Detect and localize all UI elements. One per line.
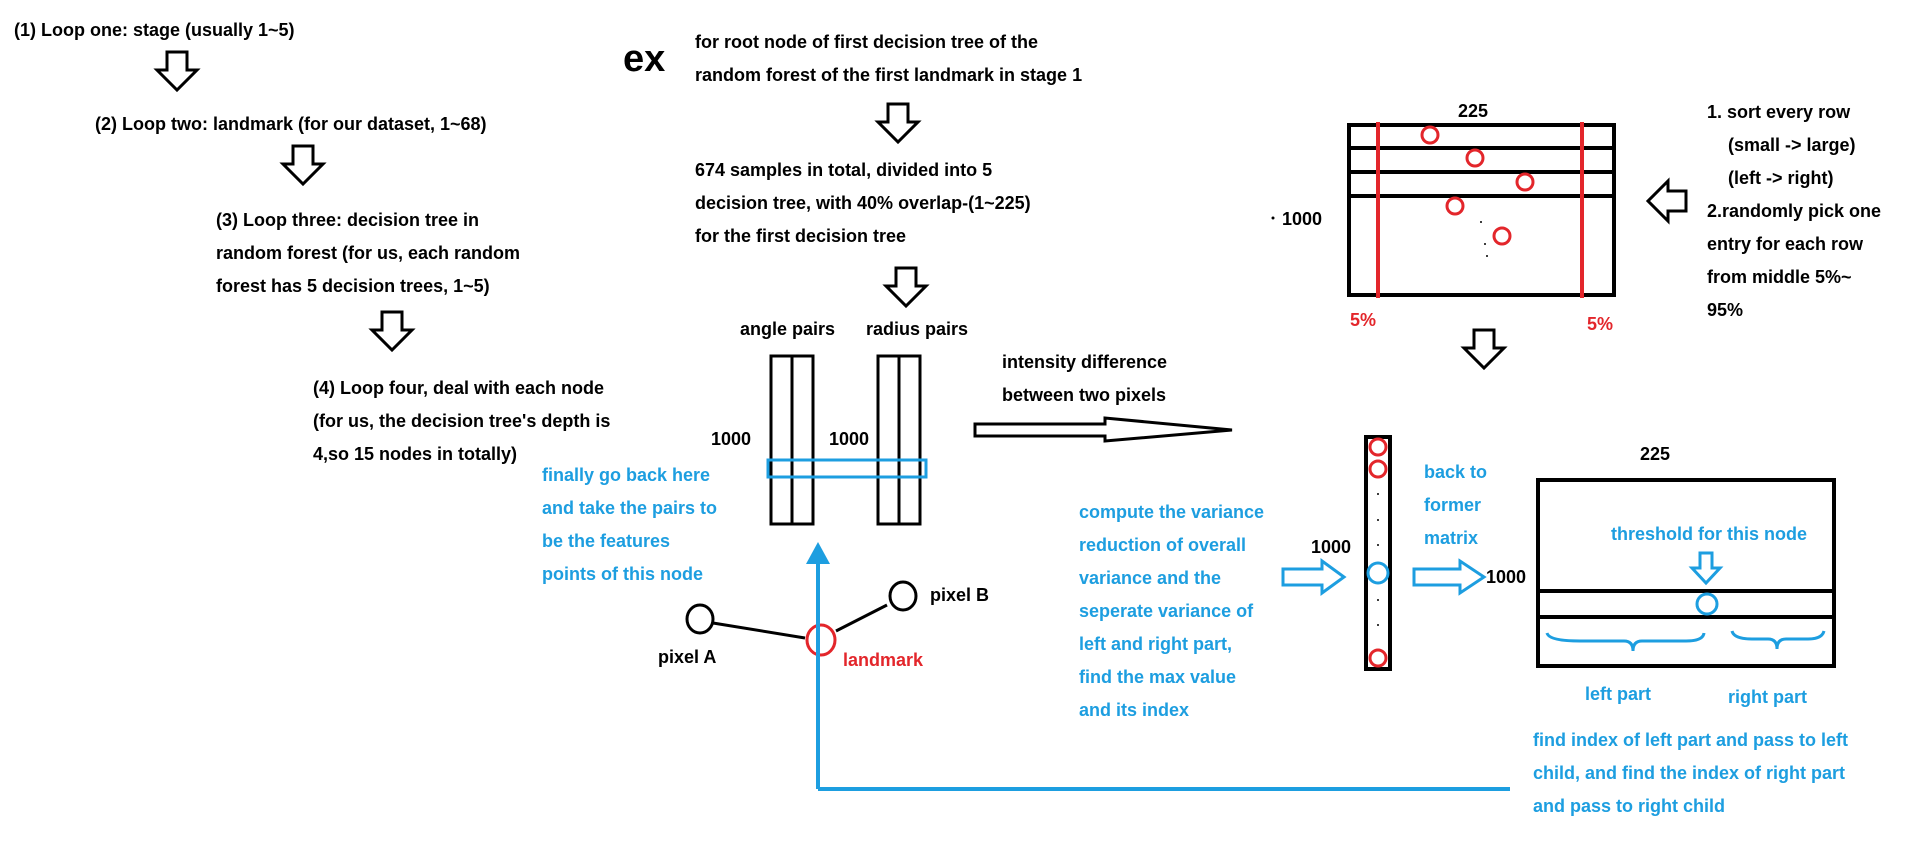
example-label: ex xyxy=(623,38,665,80)
sort-line-3: (left -> right) xyxy=(1728,168,1834,188)
picked-entry-marker xyxy=(1445,196,1465,216)
pixel-a-label: pixel A xyxy=(658,647,716,667)
variance-line-7: and its index xyxy=(1079,700,1189,720)
right-5pct-label: 5% xyxy=(1587,314,1613,334)
picked-entry-marker xyxy=(1515,172,1535,192)
down-arrow-icon xyxy=(368,310,416,353)
sort-line-2: (small -> large) xyxy=(1728,135,1856,155)
samples-line-2: decision tree, with 40% overlap-(1~225) xyxy=(695,193,1031,213)
find-line-1: find index of left part and pass to left xyxy=(1533,730,1848,750)
down-arrow-icon xyxy=(1460,328,1508,371)
sorted-matrix xyxy=(1347,123,1616,297)
down-arrow-icon xyxy=(279,144,327,187)
variance-line-6: find the max value xyxy=(1079,667,1236,687)
radius-rows-label: 1000 xyxy=(829,429,869,449)
intensity-line-2: between two pixels xyxy=(1002,385,1166,405)
loop-four-line-2: (for us, the decision tree's depth is xyxy=(313,411,610,431)
max-index-marker xyxy=(1366,561,1390,585)
pixel-b-marker xyxy=(888,580,918,612)
right-part-brace xyxy=(1730,630,1826,650)
picked-entry-marker xyxy=(1492,226,1512,246)
column-entry-marker xyxy=(1368,437,1388,457)
landmark-marker xyxy=(805,623,837,657)
left-part-brace xyxy=(1545,632,1706,652)
finally-line-3: be the features xyxy=(542,531,670,551)
sort-line-7: 95% xyxy=(1707,300,1743,320)
pixel-a-marker xyxy=(685,603,715,635)
back-line-2: former xyxy=(1424,495,1481,515)
finally-line-4: points of this node xyxy=(542,564,703,584)
samples-line-1: 674 samples in total, divided into 5 xyxy=(695,160,992,180)
variance-line-3: variance and the xyxy=(1079,568,1221,588)
top-matrix-cols-label: 225 xyxy=(1458,101,1488,121)
variance-line-4: seperate variance of xyxy=(1079,601,1254,621)
down-arrow-icon xyxy=(882,266,930,309)
back-line-1: back to xyxy=(1424,462,1487,482)
loop-four-line-1: (4) Loop four, deal with each node xyxy=(313,378,604,398)
split-matrix xyxy=(1536,478,1836,668)
left-part-label: left part xyxy=(1585,684,1651,704)
variance-line-1: compute the variance xyxy=(1079,502,1264,522)
down-arrow-icon xyxy=(1688,551,1724,586)
finally-line-2: and take the pairs to xyxy=(542,498,717,518)
picked-entry-marker xyxy=(1465,148,1485,168)
threshold-label: threshold for this node xyxy=(1611,524,1807,544)
sort-line-5: entry for each row xyxy=(1707,234,1864,254)
loop-four-line-3: 4,so 15 nodes in totally) xyxy=(313,444,517,464)
sort-line-6: from middle 5%~ xyxy=(1707,267,1852,287)
root-node-line-2: random forest of the first landmark in s… xyxy=(695,65,1082,85)
loop-one-text: (1) Loop one: stage (usually 1~5) xyxy=(14,20,295,40)
loop-three-line-1: (3) Loop three: decision tree in xyxy=(216,210,479,230)
sort-line-4: 2.randomly pick one xyxy=(1707,201,1881,221)
radius-pairs-label: radius pairs xyxy=(866,319,968,339)
bottom-matrix-cols-label: 225 xyxy=(1640,444,1670,464)
threshold-marker xyxy=(1695,592,1719,616)
loop-three-line-2: random forest (for us, each random xyxy=(216,243,520,263)
top-matrix-rows-label: 1000 xyxy=(1282,209,1322,229)
loop-three-line-3: forest has 5 decision trees, 1~5) xyxy=(216,276,490,296)
column-rows-label: 1000 xyxy=(1311,537,1351,557)
angle-rows-label: 1000 xyxy=(711,429,751,449)
variance-line-5: left and right part, xyxy=(1079,634,1232,654)
sort-line-1: 1. sort every row xyxy=(1707,102,1851,122)
samples-line-3: for the first decision tree xyxy=(695,226,906,246)
column-entry-marker xyxy=(1368,648,1388,668)
right-arrow-icon xyxy=(1281,558,1347,596)
variance-line-2: reduction of overall xyxy=(1079,535,1246,555)
down-arrow-icon xyxy=(153,50,201,93)
column-entry-marker xyxy=(1368,459,1388,479)
down-arrow-icon xyxy=(874,102,922,145)
pixel-b-label: pixel B xyxy=(930,585,989,605)
landmark-label: landmark xyxy=(843,650,924,670)
intensity-line-1: intensity difference xyxy=(1002,352,1167,372)
selected-pair-row xyxy=(766,458,928,479)
left-5pct-label: 5% xyxy=(1350,310,1376,330)
bottom-matrix-rows-label: 1000 xyxy=(1486,567,1526,587)
right-arrow-icon xyxy=(1412,558,1487,596)
loop-two-text: (2) Loop two: landmark (for our dataset,… xyxy=(95,114,487,134)
find-line-2: child, and find the index of right part xyxy=(1533,763,1845,783)
find-line-3: and pass to right child xyxy=(1533,796,1725,816)
right-part-label: right part xyxy=(1728,687,1807,707)
picked-entry-marker xyxy=(1420,125,1440,145)
left-arrow-icon xyxy=(1645,177,1688,225)
entry-column xyxy=(1364,435,1392,671)
back-line-3: matrix xyxy=(1424,528,1478,548)
right-arrow-icon xyxy=(973,416,1233,443)
root-node-line-1: for root node of first decision tree of … xyxy=(695,32,1038,52)
up-arrow-icon xyxy=(806,542,830,564)
angle-pairs-label: angle pairs xyxy=(740,319,835,339)
finally-line-1: finally go back here xyxy=(542,465,710,485)
